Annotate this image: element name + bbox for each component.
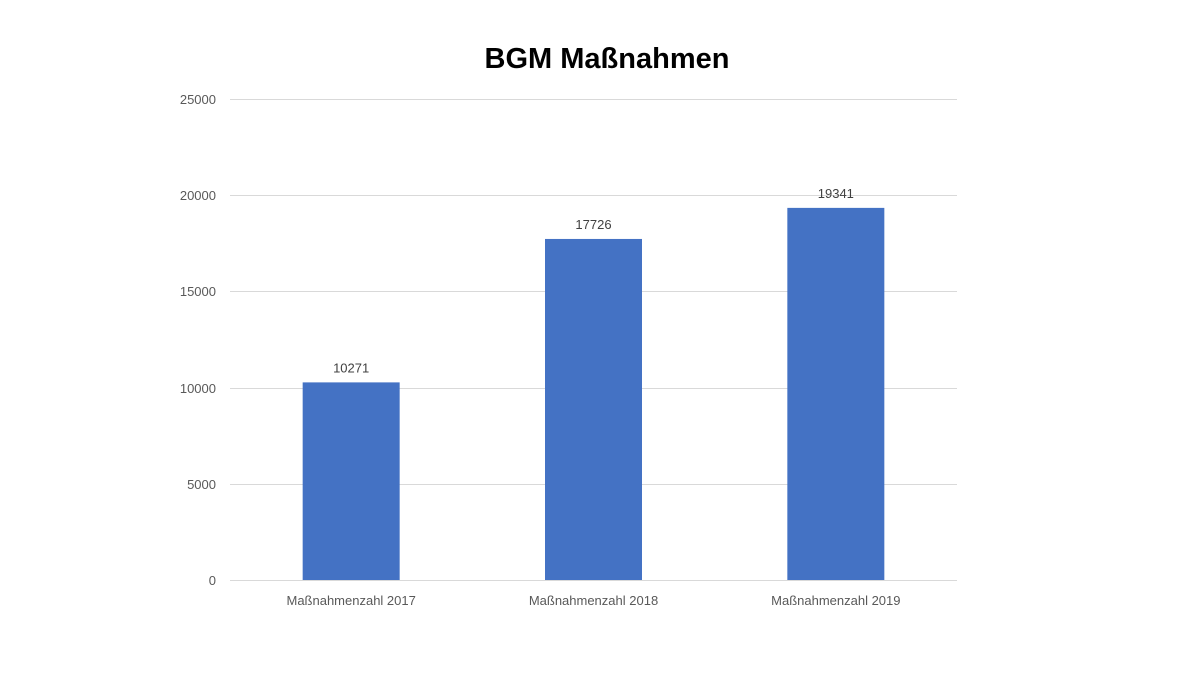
y-tick-label: 10000: [180, 381, 216, 396]
bar: [302, 382, 400, 580]
x-tick-label: Maßnahmenzahl 2018: [529, 593, 658, 608]
bars: [302, 207, 885, 581]
y-tick-label: 20000: [180, 188, 216, 203]
bar: [787, 207, 885, 581]
x-axis-tick-labels: Maßnahmenzahl 2017 Maßnahmenzahl 2018 Maßn…: [286, 593, 900, 608]
y-tick-label: 25000: [180, 92, 216, 107]
x-tick-label: Maßnahmenzahl 2017: [286, 593, 415, 608]
chart-title: BGM Maßnahmen: [485, 43, 730, 75]
x-tick-label: Maßnahmenzahl 2019: [771, 593, 900, 608]
y-tick-label: 5000: [187, 477, 216, 492]
y-tick-label: 0: [209, 573, 216, 588]
data-label: 19341: [818, 186, 854, 201]
data-label: 10271: [333, 360, 369, 375]
y-tick-label: 15000: [180, 284, 216, 299]
bar: [545, 238, 642, 580]
data-label: 17726: [575, 217, 611, 232]
y-axis-tick-labels: 0 5000 10000 15000 20000 25000: [180, 92, 216, 588]
data-labels: 10271 17726 19341: [333, 186, 854, 376]
